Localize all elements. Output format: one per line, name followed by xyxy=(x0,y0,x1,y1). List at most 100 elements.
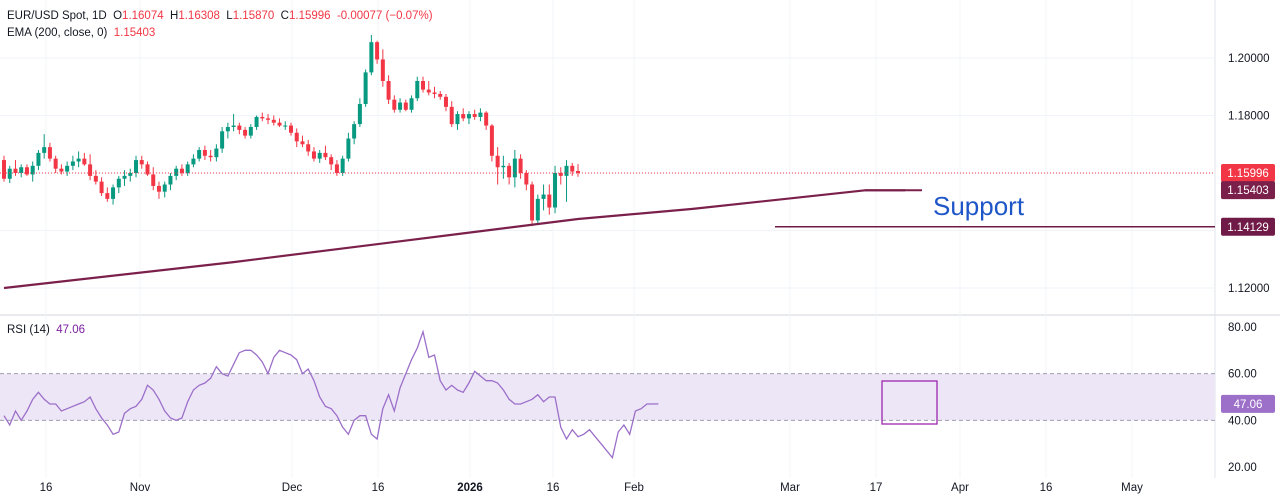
time-tick-label: 16 xyxy=(40,482,53,494)
ema-badge-bg xyxy=(1221,181,1275,200)
candle-body xyxy=(300,141,305,145)
change-value: -0.00077 (−0.07%) xyxy=(336,10,433,22)
ema-badge: 1.15403 xyxy=(1227,185,1269,197)
candle-body xyxy=(214,148,219,158)
candle-body xyxy=(547,194,552,208)
candle-body xyxy=(294,132,299,142)
candle-body xyxy=(426,89,431,93)
candle-body xyxy=(134,160,139,173)
candle-body xyxy=(59,168,64,172)
candle-body xyxy=(403,102,408,110)
candle-body xyxy=(455,114,460,125)
rsi-tick-label: 20.00 xyxy=(1228,462,1257,474)
candle-body xyxy=(352,124,357,139)
candle-body xyxy=(524,173,529,185)
support-badge-bg xyxy=(1221,217,1275,236)
candle-body xyxy=(266,118,271,120)
candle-body xyxy=(392,99,397,110)
candle-body xyxy=(254,116,259,127)
candle-body xyxy=(156,185,161,192)
candle-body xyxy=(553,173,558,208)
candle-body xyxy=(489,125,494,156)
candle-body xyxy=(317,152,322,159)
candle-body xyxy=(576,170,580,173)
candle-body xyxy=(53,158,58,169)
candle-body xyxy=(363,72,368,104)
candle-body xyxy=(36,152,41,166)
close-label: C xyxy=(280,10,289,22)
candle-body xyxy=(145,164,150,175)
candle-body xyxy=(248,127,253,136)
candle-body xyxy=(409,98,414,110)
rsi-tick-label: 80.00 xyxy=(1228,322,1257,334)
candle-body xyxy=(535,198,540,221)
rsi-band xyxy=(0,373,1215,421)
candle-body xyxy=(225,127,230,132)
candles xyxy=(0,35,1215,227)
candle-body xyxy=(185,164,190,173)
candle-body xyxy=(271,119,276,123)
ema-line xyxy=(3,189,922,290)
low-label: L xyxy=(226,10,233,22)
rsi-highlight-box xyxy=(881,380,938,425)
candle-body xyxy=(329,157,334,165)
candle-body xyxy=(220,131,225,149)
support-badge: 1.14129 xyxy=(1227,222,1269,234)
close-value: 1.15996 xyxy=(288,10,331,22)
rsi-badge: 47.06 xyxy=(1234,399,1263,411)
candle-body xyxy=(151,174,156,186)
open-value: 1.16074 xyxy=(122,10,164,22)
candle-body xyxy=(306,144,311,152)
candle-body xyxy=(501,165,506,168)
rsi-value: 47.06 xyxy=(56,324,85,336)
candle-body xyxy=(507,165,512,178)
time-axis: 16 Nov Dec 16 2026 16 Feb Mar 17 Apr 16 May xyxy=(40,482,1144,494)
rsi-legend: RSI (14) 47.06 xyxy=(7,324,85,336)
candle-body xyxy=(421,81,426,90)
candle-body xyxy=(386,81,391,100)
price-tick-label: 1.20000 xyxy=(1228,53,1270,65)
candle-body xyxy=(478,112,483,117)
candle-body xyxy=(289,125,293,133)
candle-body xyxy=(82,158,87,165)
candle-body xyxy=(484,112,489,126)
time-tick-label: Apr xyxy=(951,482,969,494)
low-value: 1.15870 xyxy=(232,10,275,22)
candle-body xyxy=(346,138,351,159)
candle-body xyxy=(179,168,184,173)
time-tick-label: 17 xyxy=(870,482,883,494)
candle-body xyxy=(116,178,121,188)
time-tick-label: Feb xyxy=(624,482,644,494)
candle-body xyxy=(65,165,70,172)
candle-body xyxy=(461,114,466,119)
support-annotation: Support xyxy=(933,191,1025,221)
candle-body xyxy=(443,96,448,107)
candle-body xyxy=(88,164,93,176)
candle-body xyxy=(162,184,167,192)
rsi-path xyxy=(3,329,659,460)
candle-body xyxy=(202,150,207,156)
candle-body xyxy=(449,106,454,125)
time-tick-label: Nov xyxy=(130,482,151,494)
candle-body xyxy=(357,104,362,125)
time-tick-label: 16 xyxy=(372,482,385,494)
candle-body xyxy=(369,42,374,73)
candle-body xyxy=(334,164,339,173)
candle-body xyxy=(111,187,116,199)
candle-body xyxy=(260,116,265,119)
candle-body xyxy=(570,165,575,172)
candle-body xyxy=(122,175,127,179)
rsi-label: RSI (14) xyxy=(7,324,50,336)
time-tick-label: 2026 xyxy=(457,482,483,494)
candle-body xyxy=(7,168,12,179)
candle-body xyxy=(105,193,110,199)
ema200-path xyxy=(3,189,906,290)
candle-body xyxy=(243,129,248,136)
candle-body xyxy=(30,165,35,175)
candle-body xyxy=(70,161,75,166)
candle-body xyxy=(466,114,471,119)
time-tick-label: May xyxy=(1121,482,1143,494)
candle-body xyxy=(19,167,24,173)
candle-body xyxy=(42,147,47,153)
